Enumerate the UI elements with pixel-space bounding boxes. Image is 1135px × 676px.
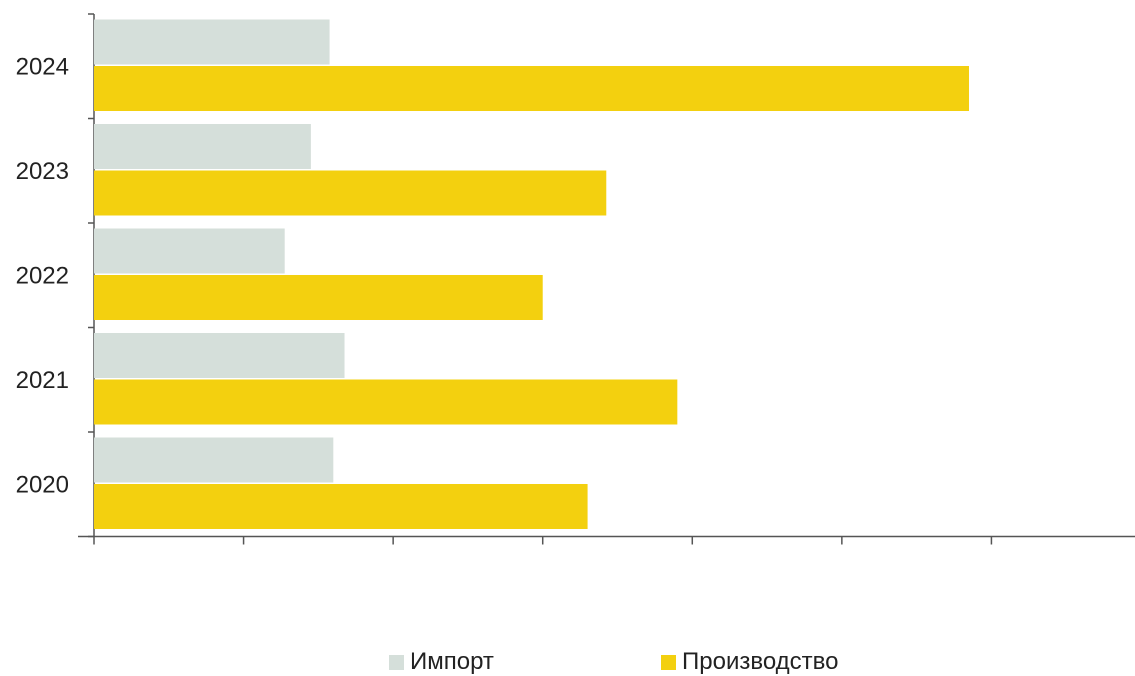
category-label-2021: 2021 [16, 367, 69, 394]
bar-production-2022 [94, 275, 543, 320]
legend-item-import: Импорт [389, 648, 494, 676]
category-label-2022: 2022 [16, 262, 69, 289]
bar-import-2023 [94, 124, 311, 169]
legend-swatch-production [661, 654, 676, 670]
chart-bars [94, 19, 969, 529]
legend-swatch-import [389, 654, 404, 670]
legend-label-production: Производство [682, 648, 839, 675]
category-label-2020: 2020 [16, 471, 69, 498]
chart-category-labels: 2024 2023 2022 2021 2020 [16, 53, 69, 498]
bar-import-2022 [94, 228, 285, 274]
legend-item-production: Производство [661, 648, 838, 676]
category-label-2024: 2024 [16, 53, 69, 80]
bar-production-2023 [94, 170, 607, 216]
chart-legend: Импорт Производство [0, 640, 1135, 675]
category-label-2023: 2023 [16, 158, 69, 185]
bar-import-2024 [94, 19, 330, 65]
bar-import-2021 [94, 333, 345, 378]
bar-production-2024 [94, 66, 969, 111]
bar-import-2020 [94, 437, 334, 483]
bar-production-2020 [94, 484, 588, 529]
bar-production-2021 [94, 379, 678, 425]
legend-label-import: Импорт [410, 648, 494, 675]
